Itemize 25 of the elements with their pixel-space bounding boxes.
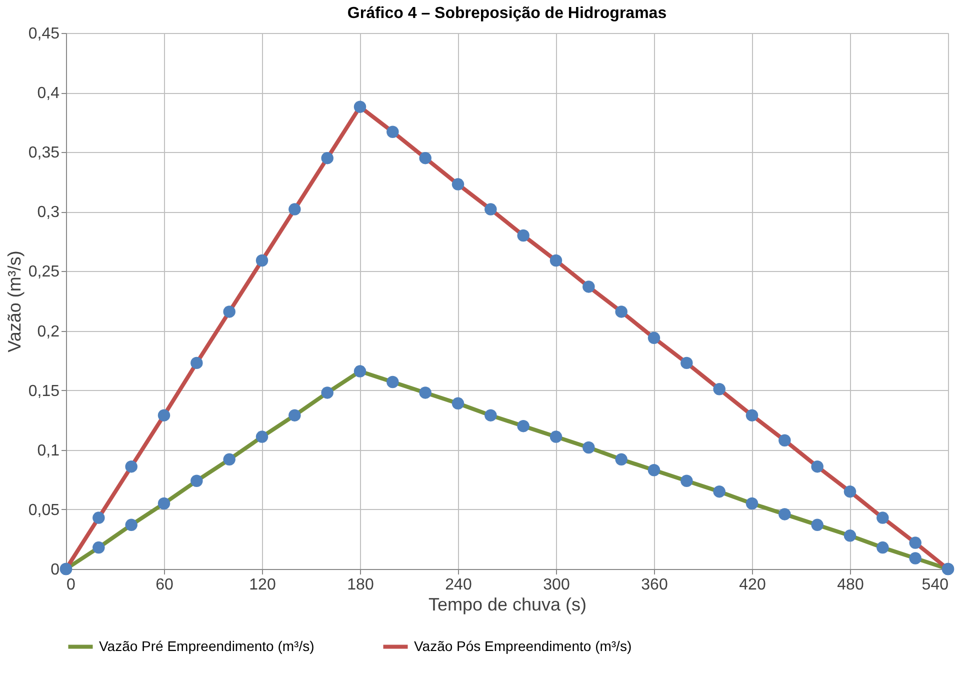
x-tick-label: 300 [543,576,570,594]
y-tick-label: 0,1 [37,442,60,460]
x-tick-label: 180 [347,576,374,594]
y-tick-label: 0 [50,562,60,578]
x-tick-label: 420 [739,576,766,594]
x-tick-label: 120 [249,576,276,594]
x-tick-label: 240 [445,576,472,594]
x-tick-label: 360 [641,576,668,594]
y-tick-label: 0,45 [28,26,60,42]
y-tick-label: 0,05 [28,502,60,519]
x-tick-label: 480 [837,576,864,594]
x-tick-label: 0 [66,576,76,594]
y-tick-label: 0,35 [28,144,60,162]
y-tick-label: 0,3 [37,204,60,222]
y-tick-label: 0,25 [28,264,60,281]
y-tick-label: 0,2 [37,323,60,340]
y-tick-label: 0,15 [28,382,60,400]
y-axis-title: Vazão (m³/s) [4,250,24,352]
legend-label: Vazão Pós Empreendimento (m³/s) [414,638,632,654]
x-axis-title: Tempo de chuva (s) [428,594,587,614]
y-tick-label: 0,4 [37,85,60,102]
chart-title: Gráfico 4 – Sobreposição de Hidrogramas [347,5,667,22]
x-tick-label: 60 [156,576,174,594]
x-tick-label: 540 [922,576,949,594]
legend-label: Vazão Pré Empreendimento (m³/s) [99,638,314,654]
